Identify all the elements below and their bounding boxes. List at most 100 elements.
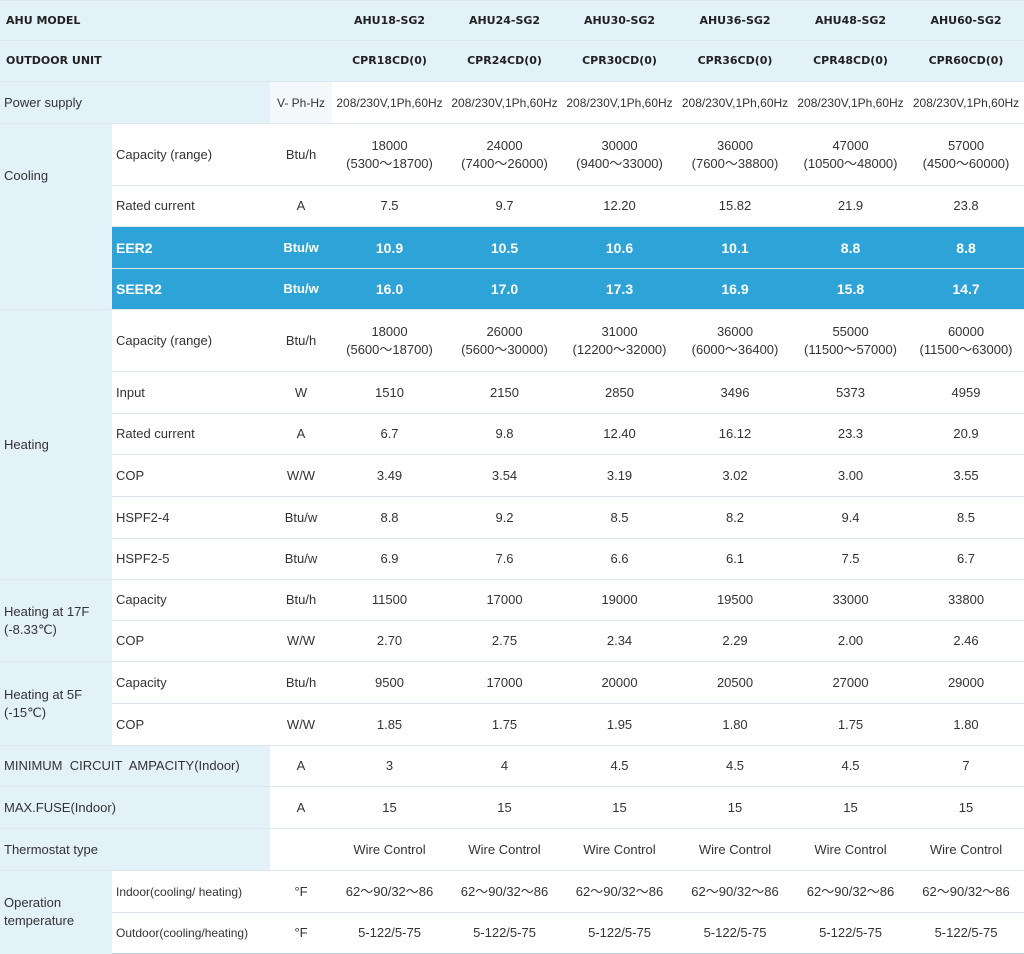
row-label: Capacity (range) [112,123,270,186]
value-cell: 7.6 [447,538,563,580]
value-cell: 4 [447,745,563,787]
model-cell: AHU36-SG2 [677,0,794,41]
row-label: Input [112,371,270,414]
capacity-value: 31000 [601,323,638,339]
unit-cell: A [270,745,333,787]
mca-row: MINIMUM CIRCUIT AMPACITY(Indoor) A 3 4 4… [0,745,1024,787]
value-cell: 5373 [793,371,909,414]
value-cell: 15.82 [677,185,794,227]
value-cell: 12.20 [562,185,678,227]
row-label: COP [112,454,270,497]
outdoor-cell: CPR24CD(0) [447,40,563,82]
capacity-range: (5600～18700) [346,341,433,357]
capacity-value: 18000 [371,323,408,339]
cooling-capacity-row: Cooling Capacity (range) Btu/h 18000 (530… [0,123,1024,310]
heating-5f-group-label: Heating at 5F (-15℃) [0,661,112,746]
row-label: COP [112,703,270,746]
thermostat-label: Thermostat type [0,828,270,871]
value-cell: Wire Control [793,828,909,871]
value-cell: 9.7 [447,185,563,227]
model-cell: AHU24-SG2 [447,0,563,41]
capacity-range: (11500～63000) [919,341,1013,357]
value-cell: 7.5 [332,185,448,227]
value-cell: 10.5 [447,226,563,269]
unit-cell: A [270,786,333,829]
value-cell: 5-122/5-75 [793,912,909,954]
value-cell: 5-122/5-75 [447,912,563,954]
value-cell: 10.6 [562,226,678,269]
value-cell: 23.8 [908,185,1024,227]
value-cell: 3 [332,745,448,787]
row-label: HSPF2-5 [112,538,270,580]
value-cell: 3.49 [332,454,448,497]
row-label: EER2 [112,226,270,269]
value-cell: 17.0 [447,268,563,310]
thermostat-row: Thermostat type Wire Control Wire Contro… [0,828,1024,871]
value-cell: 6.7 [332,413,448,455]
unit-cell: Btu/w [270,538,333,580]
value-cell: 20000 [562,661,678,704]
max-fuse-row: MAX.FUSE(Indoor) A 15 15 15 15 15 15 [0,786,1024,829]
capacity-value: 57000 [947,137,985,153]
row-label: Indoor(cooling/ heating) [112,870,270,913]
row-label: COP [112,620,270,662]
value-cell: 62～90/32～86 [908,870,1024,913]
group-label-line: (-15℃) [4,704,47,720]
value-cell: 1.80 [908,703,1024,746]
value-cell: Wire Control [677,828,794,871]
unit-cell: °F [270,912,333,954]
unit-cell: A [270,413,333,455]
value-cell: 18000 (5300～18700) [332,123,448,186]
row-label: SEER2 [112,268,270,310]
value-cell: 33000 [793,579,909,621]
value-cell: 62～90/32～86 [677,870,794,913]
value-cell: 17.3 [562,268,678,310]
row-label: Capacity [112,579,270,621]
model-cell: AHU30-SG2 [562,0,678,41]
value-cell: 4.5 [677,745,794,787]
op-temp-outdoor-row: Outdoor(cooling/heating) °F 5-122/5-75 5… [0,912,1024,954]
heating-17f-capacity-row: Heating at 17F (-8.33℃) Capacity Btu/h 11… [0,579,1024,662]
outdoor-cell: CPR48CD(0) [793,40,909,82]
value-cell: 2.46 [908,620,1024,662]
unit-cell: Btu/w [270,496,333,539]
value-cell: 8.5 [562,496,678,539]
unit-cell: W/W [270,454,333,497]
value-cell: 29000 [908,661,1024,704]
unit-cell: W/W [270,620,333,662]
heating-cop-row: COP W/W 3.49 3.54 3.19 3.02 3.00 3.55 [0,454,1024,497]
heating-5f-cop-row: COP W/W 1.85 1.75 1.95 1.80 1.75 1.80 [0,703,1024,746]
value-cell: 15 [562,786,678,829]
value-cell: 23.3 [793,413,909,455]
value-cell: 62～90/32～86 [332,870,448,913]
value-cell: 36000 (7600～38800) [677,123,794,186]
unit-cell: Btu/h [270,579,333,621]
capacity-range: (5300～18700) [346,155,433,171]
value-cell: 20.9 [908,413,1024,455]
max-fuse-label: MAX.FUSE(Indoor) [0,786,270,829]
value-cell: 2850 [562,371,678,414]
value-cell: 208/230V,1Ph,60Hz [332,81,448,124]
value-cell: 20500 [677,661,794,704]
capacity-range: (9400～33000) [576,155,663,171]
cooling-rated-current-row: Rated current A 7.5 9.7 12.20 15.82 21.9… [0,185,1024,227]
capacity-range: (7400～26000) [461,155,548,171]
hspf2-5-row: HSPF2-5 Btu/w 6.9 7.6 6.6 6.1 7.5 6.7 [0,538,1024,580]
value-cell: 1.80 [677,703,794,746]
value-cell: 2.75 [447,620,563,662]
unit-cell: Btu/h [270,309,333,372]
model-cell: AHU48-SG2 [793,0,909,41]
capacity-value: 26000 [486,323,523,339]
group-label-line: Heating at 17F [4,603,90,619]
value-cell: Wire Control [562,828,678,871]
value-cell: 5-122/5-75 [332,912,448,954]
group-label-line: (-8.33℃) [4,621,57,637]
capacity-range: (4500～60000) [922,155,1010,171]
value-cell: 3.00 [793,454,909,497]
heating-input-row: Input W 1510 2150 2850 3496 5373 4959 [0,371,1024,414]
eer2-row: EER2 Btu/w 10.9 10.5 10.6 10.1 8.8 8.8 [0,226,1024,269]
value-cell: 1.75 [447,703,563,746]
value-cell: 18000 (5600～18700) [332,309,448,372]
header-row-models: AHU MODEL AHU18-SG2 AHU24-SG2 AHU30-SG2 … [0,0,1024,41]
